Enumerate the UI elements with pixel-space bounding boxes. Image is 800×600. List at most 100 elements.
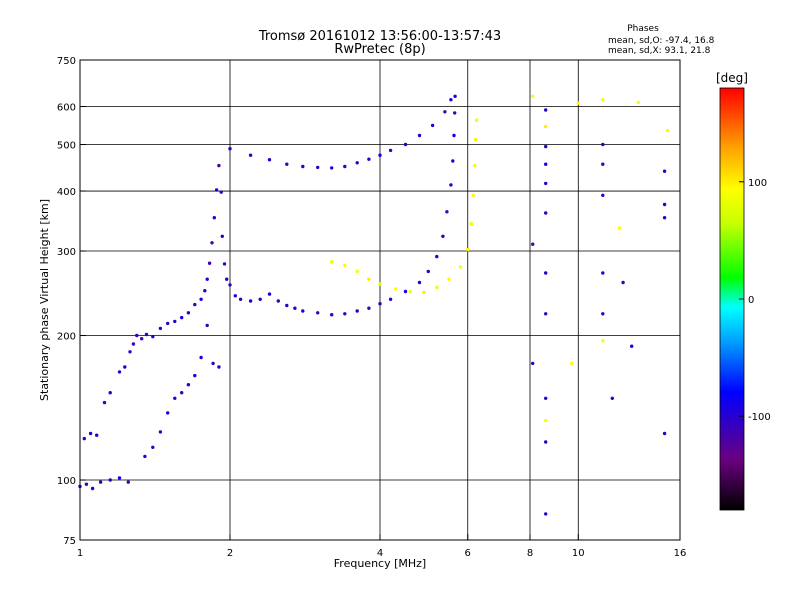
data-points xyxy=(78,94,670,516)
data-point xyxy=(636,100,641,105)
data-point xyxy=(84,482,89,486)
data-point xyxy=(222,262,227,266)
data-point xyxy=(417,133,422,138)
x-axis: 1 2 4 6 8 10 16 xyxy=(77,534,686,559)
data-point xyxy=(367,157,371,161)
data-point xyxy=(378,153,382,157)
data-point xyxy=(570,361,574,366)
data-point xyxy=(199,355,203,360)
data-point xyxy=(449,183,453,187)
data-point xyxy=(662,431,667,436)
data-point xyxy=(343,263,347,268)
data-point xyxy=(435,254,439,259)
data-point xyxy=(214,188,219,192)
x-tick-label: 1 xyxy=(77,548,83,559)
data-point xyxy=(140,337,144,341)
y-tick-label: 300 xyxy=(57,247,76,258)
data-point xyxy=(394,287,398,291)
y-tick-label: 750 xyxy=(57,56,76,67)
data-point xyxy=(544,162,548,166)
data-point xyxy=(108,391,112,395)
data-point xyxy=(143,454,147,459)
y-tick-label: 400 xyxy=(57,187,76,198)
x-tick-label: 4 xyxy=(377,548,383,559)
data-point xyxy=(662,202,667,207)
data-point xyxy=(430,123,435,128)
data-point xyxy=(531,361,535,366)
data-point xyxy=(388,148,393,153)
x-tick-label: 2 xyxy=(227,548,233,559)
data-point xyxy=(531,242,535,246)
data-point xyxy=(355,269,359,274)
y-tick-label: 200 xyxy=(57,332,76,343)
data-point xyxy=(135,333,139,338)
data-point xyxy=(601,271,605,275)
data-point xyxy=(665,128,670,133)
data-point xyxy=(212,216,216,220)
data-point xyxy=(343,164,347,169)
data-point xyxy=(108,478,112,482)
data-point xyxy=(330,260,334,264)
data-point xyxy=(301,164,305,169)
data-point xyxy=(443,110,447,114)
data-point xyxy=(166,321,170,326)
data-point xyxy=(158,326,163,331)
data-point xyxy=(193,373,197,378)
data-point xyxy=(225,277,229,281)
data-point xyxy=(117,476,122,480)
data-point xyxy=(126,480,130,484)
data-point xyxy=(471,193,475,197)
data-point xyxy=(95,433,99,437)
data-point xyxy=(453,94,457,99)
colorbar-tick-label: -100 xyxy=(748,412,771,423)
data-point xyxy=(630,344,634,348)
data-point xyxy=(453,111,457,115)
phase-stat-x: mean, sd,X: 93.1, 21.8 xyxy=(608,46,711,56)
data-point xyxy=(601,162,605,166)
plot-area: 1 2 4 6 8 10 16 75 100 200 300 400 500 600 750 xyxy=(57,56,686,559)
data-point xyxy=(378,282,382,286)
data-point xyxy=(173,396,177,400)
data-point xyxy=(128,350,132,354)
data-point xyxy=(285,303,289,308)
data-point xyxy=(90,486,95,491)
data-point xyxy=(193,302,197,307)
data-point xyxy=(82,436,87,441)
y-tick-label: 100 xyxy=(57,476,76,487)
data-point xyxy=(267,158,272,162)
data-point xyxy=(217,365,221,369)
data-point xyxy=(531,94,535,99)
data-point xyxy=(210,241,214,245)
y-tick-label: 500 xyxy=(57,141,76,152)
data-point xyxy=(207,261,212,265)
data-point xyxy=(621,280,625,285)
colorbar-tick-label: 100 xyxy=(748,178,767,189)
data-point xyxy=(166,411,170,415)
data-point xyxy=(180,391,184,395)
data-point xyxy=(544,418,548,423)
data-point xyxy=(445,210,449,214)
data-point xyxy=(355,161,359,165)
data-point xyxy=(88,431,93,436)
data-point xyxy=(544,181,548,186)
data-point xyxy=(435,285,439,290)
data-point xyxy=(367,277,371,281)
data-point xyxy=(238,297,243,301)
data-point xyxy=(452,133,456,138)
data-point xyxy=(144,332,149,337)
data-point xyxy=(180,315,184,320)
data-point xyxy=(186,383,191,387)
x-tick-label: 8 xyxy=(527,548,533,559)
data-point xyxy=(378,302,382,306)
x-axis-label: Frequency [MHz] xyxy=(334,557,426,570)
y-tick-label: 600 xyxy=(57,103,76,114)
data-point xyxy=(601,339,605,343)
data-point xyxy=(98,480,103,484)
y-tick-label: 75 xyxy=(63,536,76,547)
data-point xyxy=(474,118,479,122)
data-point xyxy=(617,226,622,230)
x-tick-label: 6 xyxy=(465,548,471,559)
data-point xyxy=(355,309,359,313)
data-point xyxy=(205,323,209,328)
